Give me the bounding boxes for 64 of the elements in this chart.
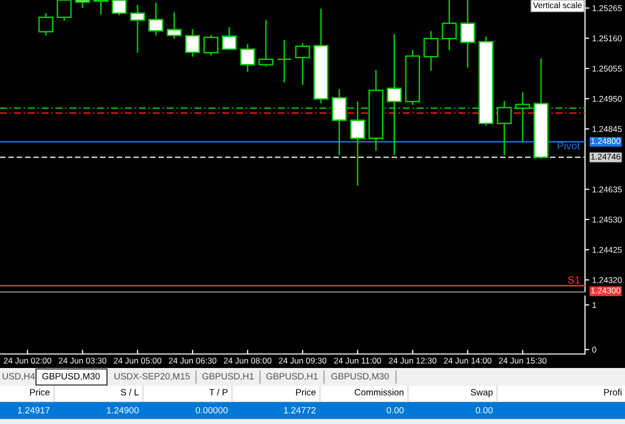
text: GBPUSD,M30: [42, 373, 100, 380]
text: Commission: [354, 388, 404, 396]
candlestick: [222, 26, 237, 50]
text: 1.24772: [284, 407, 316, 414]
text: Profi: [604, 388, 622, 396]
annotation: Pivot: [558, 142, 580, 150]
y-tick-label: 1.24320: [592, 277, 622, 284]
ref-line-label: 1.24746: [591, 154, 620, 160]
text: 0.00: [386, 407, 404, 414]
y-tick-label: 1.25265: [592, 5, 622, 12]
text: 0.00: [476, 407, 493, 414]
candlestick: [56, 0, 72, 22]
candlestick: [148, 2, 164, 36]
text: Swap: [470, 389, 493, 398]
text: USDX-SEP20,M15: [114, 373, 190, 380]
y-tick-label: 1.24845: [592, 126, 622, 132]
text: 1.24900: [107, 407, 139, 414]
y-tick-label: 0: [592, 346, 596, 353]
candlestick: [350, 100, 366, 186]
y-tick-label: 1.24635: [592, 186, 622, 192]
x-tick-label: 24 Jun 12:30: [388, 358, 436, 364]
candlestick: [240, 43, 256, 73]
candlestick: [258, 19, 274, 68]
x-tick-label: 24 Jun 05:00: [114, 358, 162, 364]
annotation: Vertical scale: [533, 2, 582, 8]
y-tick-label: 1.25055: [592, 66, 622, 72]
candlestick: [130, 4, 146, 54]
x-tick-label: 24 Jun 14:00: [444, 358, 492, 364]
x-tick-label: 24 Jun 11:00: [334, 358, 382, 364]
candlestick: [295, 42, 310, 86]
candlestick: [203, 34, 218, 56]
text: GBPUSD,M30: [331, 373, 389, 380]
y-tick-label: 1.24950: [592, 96, 622, 102]
x-tick-label: 24 Jun 02:00: [4, 358, 52, 364]
text: Price: [296, 388, 316, 396]
text: GBPUSD,H1: [202, 373, 254, 380]
candlestick: [93, 0, 108, 16]
text: 0.00000: [196, 407, 228, 414]
candlestick: [442, 0, 457, 51]
text: S / L: [120, 388, 139, 396]
x-tick-label: 24 Jun 09:30: [278, 358, 326, 364]
x-tick-label: 24 Jun 08:00: [224, 358, 272, 364]
x-tick-label: 24 Jun 06:30: [168, 358, 216, 364]
y-tick-label: 1.25160: [592, 35, 622, 42]
x-tick-label: 24 Jun 03:30: [58, 358, 106, 364]
candlestick: [185, 28, 200, 58]
candlestick: [460, 0, 476, 68]
candlestick: [276, 39, 292, 84]
text: Price: [30, 388, 50, 396]
y-tick-label: 1: [592, 302, 596, 308]
annotation: S1: [568, 276, 580, 284]
candlestick: [166, 12, 182, 40]
text: T / P: [209, 388, 228, 396]
y-tick-label: 1.24530: [592, 216, 622, 223]
text: GBPUSD,H1: [266, 373, 318, 380]
candlestick: [38, 12, 54, 36]
candlestick: [423, 30, 438, 72]
ref-line-label: 1.24800: [591, 138, 620, 144]
candlestick: [112, 0, 127, 16]
text: 1.24917: [18, 407, 50, 414]
ref-line-label: 1.24300: [591, 288, 620, 294]
x-tick-label: 24 Jun 15:30: [498, 358, 546, 364]
y-tick-label: 1.24425: [592, 246, 622, 253]
text: USD,H4: [2, 373, 35, 380]
